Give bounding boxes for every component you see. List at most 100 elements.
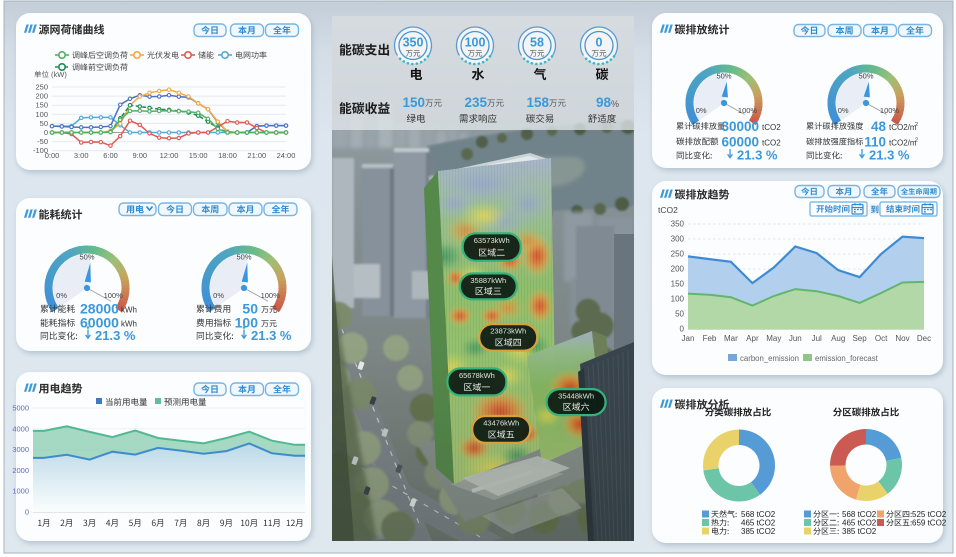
svg-text:Sep: Sep [852,334,867,343]
svg-text:Jun: Jun [789,334,802,343]
svg-text:300: 300 [671,235,685,244]
svg-text:0: 0 [44,128,48,137]
svg-text:kWh: kWh [121,306,137,315]
svg-text:158: 158 [526,95,549,110]
svg-text:100: 100 [235,315,259,331]
svg-text:200: 200 [671,265,685,274]
svg-text:465 tCO2: 465 tCO2 [842,519,877,528]
svg-text:0: 0 [596,36,603,50]
svg-text:Apr: Apr [746,334,759,343]
svg-text:23873kWh: 23873kWh [490,327,526,336]
svg-text:Aug: Aug [831,334,845,343]
svg-text:100: 100 [35,110,48,119]
svg-text:21.3 %: 21.3 % [737,148,778,163]
svg-text:-50: -50 [37,137,48,146]
svg-text:659 tCO2: 659 tCO2 [912,519,947,528]
svg-text:tCO2: tCO2 [658,205,678,215]
svg-text:3000: 3000 [12,445,29,454]
svg-text:150: 150 [402,95,425,110]
svg-text:35448kWh: 35448kWh [558,392,594,401]
svg-text:tCO2/m: tCO2/m [889,139,917,148]
svg-text:tCO2: tCO2 [762,139,781,148]
svg-text:0:00: 0:00 [45,151,60,160]
svg-text:43476kWh: 43476kWh [483,419,519,428]
svg-text:150: 150 [35,101,48,110]
svg-text:250: 250 [35,83,48,92]
svg-text:60000: 60000 [80,315,119,331]
svg-text:350: 350 [403,36,424,50]
svg-text:385 tCO2: 385 tCO2 [842,527,877,536]
svg-text:6:00: 6:00 [103,151,118,160]
svg-text:465 tCO2: 465 tCO2 [741,519,776,528]
svg-text:carbon_emission: carbon_emission [740,354,799,363]
svg-text:100: 100 [465,36,486,50]
svg-text:21.3 %: 21.3 % [869,148,910,163]
svg-text:350: 350 [671,220,685,229]
svg-text:48: 48 [871,119,887,134]
svg-text:21.3 %: 21.3 % [95,328,136,343]
svg-text:12:00: 12:00 [160,151,179,160]
svg-text:Jan: Jan [682,334,695,343]
svg-text:May: May [766,334,781,343]
svg-text:2000: 2000 [12,466,29,475]
svg-text:50%: 50% [79,253,94,262]
svg-text:50%: 50% [236,253,251,262]
svg-text:100%: 100% [261,291,281,300]
svg-text:24:00: 24:00 [277,151,296,160]
svg-text:98: 98 [596,95,612,110]
svg-text:0: 0 [680,325,685,334]
svg-text:emission_forecast: emission_forecast [815,354,879,363]
svg-text:0: 0 [25,508,29,517]
svg-text:9:00: 9:00 [132,151,147,160]
svg-text:100%: 100% [104,291,124,300]
svg-text:4000: 4000 [12,424,29,433]
svg-text:-100: -100 [33,146,48,155]
svg-text:50%: 50% [858,72,873,81]
svg-text:100: 100 [671,295,685,304]
svg-text:0%: 0% [213,291,224,300]
svg-text:100%: 100% [738,106,758,115]
svg-text:5000: 5000 [12,404,29,413]
svg-text:tCO2/m: tCO2/m [889,123,917,132]
svg-text:0%: 0% [56,291,67,300]
svg-text:(kW): (kW) [51,70,67,79]
svg-text:3:00: 3:00 [74,151,89,160]
svg-text:568 tCO2: 568 tCO2 [842,510,877,519]
svg-text:1000: 1000 [12,487,29,496]
svg-text:100%: 100% [880,106,900,115]
svg-text:21:00: 21:00 [247,151,266,160]
svg-text:58: 58 [530,36,544,50]
svg-text:21.3 %: 21.3 % [251,328,292,343]
svg-text:tCO2: tCO2 [762,123,781,132]
svg-text:35887kWh: 35887kWh [470,276,506,285]
svg-text:235: 235 [464,95,487,110]
svg-text:60000: 60000 [721,135,759,150]
svg-text:110: 110 [864,135,886,150]
svg-text:385 tCO2: 385 tCO2 [741,527,776,536]
svg-text:65678kWh: 65678kWh [459,371,495,380]
svg-text:Jul: Jul [812,334,822,343]
svg-text:0%: 0% [696,106,707,115]
svg-text:50: 50 [242,301,258,317]
svg-text:2: 2 [915,138,918,144]
svg-text:Nov: Nov [895,334,909,343]
svg-text:%: % [611,99,619,109]
svg-text:250: 250 [671,250,685,259]
svg-text:568 tCO2: 568 tCO2 [741,510,776,519]
svg-text:0%: 0% [838,106,849,115]
svg-text:50%: 50% [716,72,731,81]
svg-text:30000: 30000 [721,119,759,134]
svg-text:63573kWh: 63573kWh [474,236,510,245]
svg-text:Dec: Dec [917,334,931,343]
svg-text:200: 200 [35,92,48,101]
svg-text:150: 150 [671,280,685,289]
svg-text:Oct: Oct [875,334,888,343]
svg-text:Feb: Feb [703,334,717,343]
svg-text:50: 50 [675,310,684,319]
svg-text:18:00: 18:00 [218,151,237,160]
svg-text:50: 50 [40,119,48,128]
svg-text:28000: 28000 [80,301,119,317]
svg-text:Mar: Mar [724,334,738,343]
svg-text:15:00: 15:00 [189,151,208,160]
svg-text:2: 2 [915,122,918,128]
